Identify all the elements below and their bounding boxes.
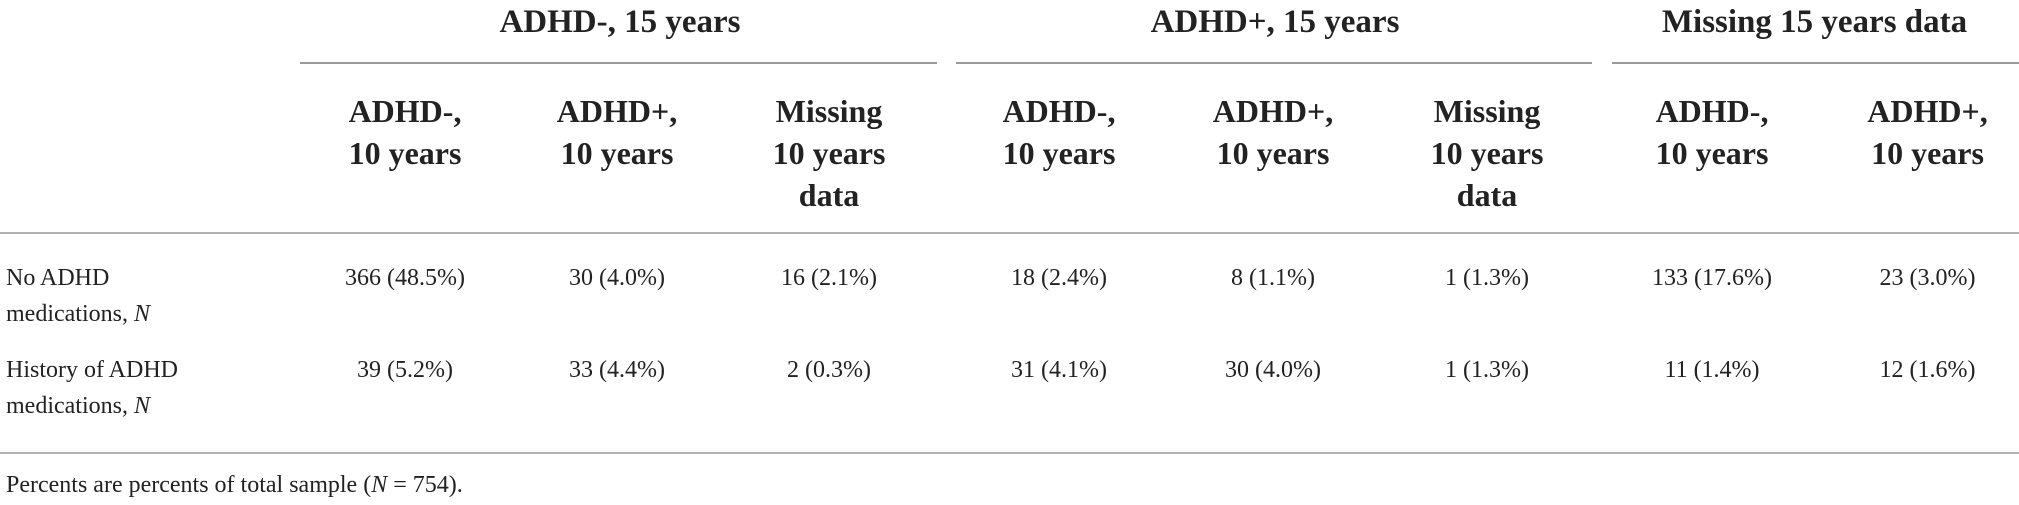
column-header-7: ADHD-, 10 years bbox=[1655, 93, 1769, 171]
group-rule-adhd-pos-15 bbox=[956, 62, 1592, 64]
table-cell: 39 (5.2%) bbox=[357, 357, 453, 383]
table-cell: 12 (1.6%) bbox=[1879, 357, 1976, 383]
group-rule-missing-15 bbox=[1612, 62, 2019, 64]
group-header-adhd-neg-15: ADHD-, 15 years bbox=[499, 4, 741, 40]
column-header-1: ADHD-, 10 years bbox=[348, 93, 462, 171]
table-cell: 366 (48.5%) bbox=[345, 265, 465, 291]
column-header-4: ADHD-, 10 years bbox=[1002, 93, 1116, 171]
column-header-8: ADHD+, 10 years bbox=[1867, 93, 1988, 171]
table-cell: 16 (2.1%) bbox=[781, 265, 877, 291]
group-rule-adhd-neg-15 bbox=[300, 62, 937, 64]
table-cell: 1 (1.3%) bbox=[1445, 357, 1529, 383]
table-cell: 1 (1.3%) bbox=[1445, 265, 1529, 291]
table-cell: 31 (4.1%) bbox=[1011, 357, 1107, 383]
table-cell: 33 (4.4%) bbox=[569, 357, 665, 383]
table-cell: 30 (4.0%) bbox=[569, 265, 665, 291]
row-label-no-medications: No ADHD medications, N bbox=[6, 265, 150, 327]
group-header-missing-15: Missing 15 years data bbox=[1661, 4, 1968, 40]
table-footnote: Percents are percents of total sample (N… bbox=[6, 472, 463, 498]
table-cell: 11 (1.4%) bbox=[1664, 357, 1760, 383]
column-header-5: ADHD+, 10 years bbox=[1212, 93, 1334, 171]
row-label-history-medications: History of ADHD medications, N bbox=[6, 357, 178, 419]
group-header-adhd-pos-15: ADHD+, 15 years bbox=[1150, 4, 1400, 40]
table-cell: 18 (2.4%) bbox=[1011, 265, 1107, 291]
column-header-3: Missing 10 years data bbox=[772, 93, 886, 213]
table-cell: 133 (17.6%) bbox=[1652, 265, 1772, 291]
table-bottom-rule bbox=[0, 452, 2019, 454]
column-header-2: ADHD+, 10 years bbox=[556, 93, 678, 171]
table-cell: 8 (1.1%) bbox=[1231, 265, 1315, 291]
table-cell: 30 (4.0%) bbox=[1225, 357, 1321, 383]
column-header-6: Missing 10 years data bbox=[1430, 93, 1544, 213]
table-cell: 2 (0.3%) bbox=[787, 357, 871, 383]
header-divider bbox=[0, 232, 2019, 234]
table-cell: 23 (3.0%) bbox=[1879, 265, 1976, 291]
